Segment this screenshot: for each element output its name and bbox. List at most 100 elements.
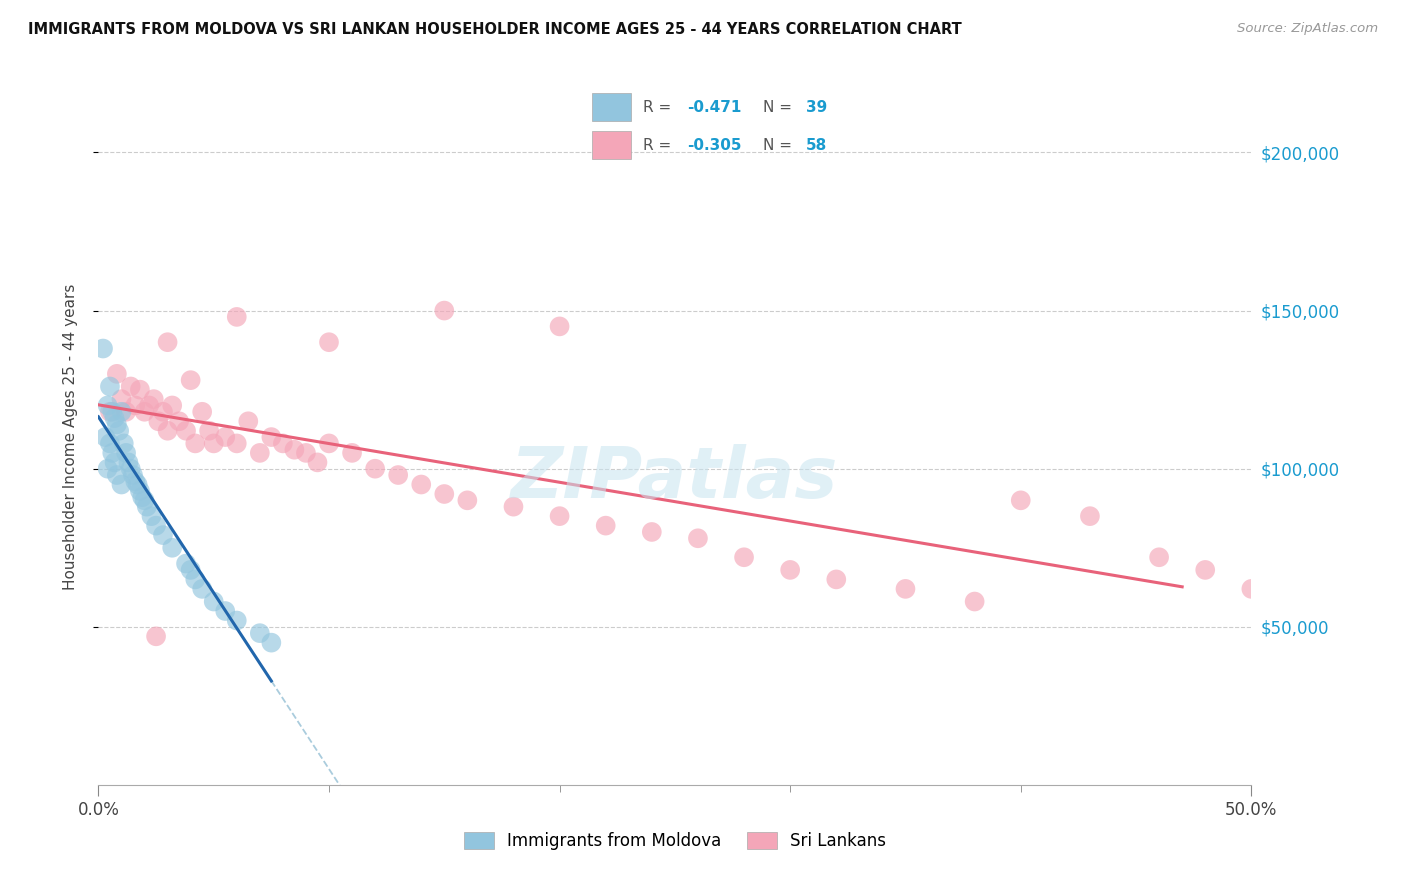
Point [202,436,225,450]
Point [124,399,146,413]
Point [97,399,120,413]
Point [174,557,197,571]
Text: IMMIGRANTS FROM MOLDOVA VS SRI LANKAN HOUSEHOLDER INCOME AGES 25 - 44 YEARS CORR: IMMIGRANTS FROM MOLDOVA VS SRI LANKAN HO… [28,22,962,37]
Point [225,310,247,324]
Point [238,414,260,428]
Point [1010,493,1032,508]
Text: N =: N = [763,100,797,115]
Point [411,477,433,491]
Point [249,446,271,460]
Point [127,477,149,491]
Point [101,405,124,419]
Point [115,446,138,460]
Text: R =: R = [643,138,676,153]
Point [110,405,132,419]
Point [307,455,329,469]
Point [686,531,709,545]
Point [129,483,152,498]
Point [112,436,135,450]
Point [98,405,121,419]
Point [167,414,190,428]
Point [120,379,142,393]
Point [145,629,167,643]
Point [271,436,294,450]
Point [160,541,183,555]
Point [433,303,456,318]
Point [122,468,145,483]
Point [142,392,165,406]
Point [595,518,617,533]
Point [152,528,174,542]
Point [110,477,132,491]
Point [198,424,221,438]
Point [134,493,156,508]
Point [1240,582,1263,596]
Point [124,475,146,489]
Point [180,563,202,577]
Point [225,436,247,450]
Point [191,405,214,419]
Point [98,379,121,393]
Point [105,468,128,483]
Point [134,405,156,419]
Point [131,490,153,504]
Point [825,573,848,587]
Point [145,518,167,533]
Point [225,614,247,628]
Point [101,446,124,460]
Point [156,424,179,438]
Point [141,509,163,524]
Point [103,455,125,469]
Bar [592,93,631,121]
Point [117,455,139,469]
Bar [592,131,631,160]
Point [174,424,197,438]
Point [502,500,524,514]
Point [894,582,917,596]
Point [214,604,236,618]
Point [548,319,571,334]
Point [214,430,236,444]
Text: 39: 39 [806,100,827,115]
Point [97,461,120,475]
Legend: Immigrants from Moldova, Sri Lankans: Immigrants from Moldova, Sri Lankans [457,825,893,856]
Point [135,500,157,514]
Text: N =: N = [763,138,797,153]
Point [548,509,571,524]
Text: R =: R = [643,100,676,115]
Point [1147,550,1170,565]
Point [191,582,214,596]
Point [318,335,340,350]
Point [733,550,755,565]
Point [138,399,160,413]
Point [129,383,152,397]
Point [364,461,387,475]
Point [249,626,271,640]
Text: -0.305: -0.305 [688,138,742,153]
Point [120,461,142,475]
Point [779,563,801,577]
Point [963,594,986,608]
Point [456,493,478,508]
Point [115,405,138,419]
Text: 58: 58 [806,138,827,153]
Point [340,446,363,460]
Point [148,414,170,428]
Point [156,335,179,350]
Point [160,399,183,413]
Point [110,392,132,406]
Point [94,430,117,444]
Point [152,405,174,419]
Y-axis label: Householder Income Ages 25 - 44 years: Householder Income Ages 25 - 44 years [63,284,77,591]
Point [295,446,318,460]
Point [260,430,283,444]
Point [108,424,131,438]
Text: Source: ZipAtlas.com: Source: ZipAtlas.com [1237,22,1378,36]
Point [641,524,664,539]
Point [184,436,207,450]
Point [387,468,409,483]
Point [283,442,305,457]
Point [184,573,207,587]
Point [180,373,202,387]
Point [202,594,225,608]
